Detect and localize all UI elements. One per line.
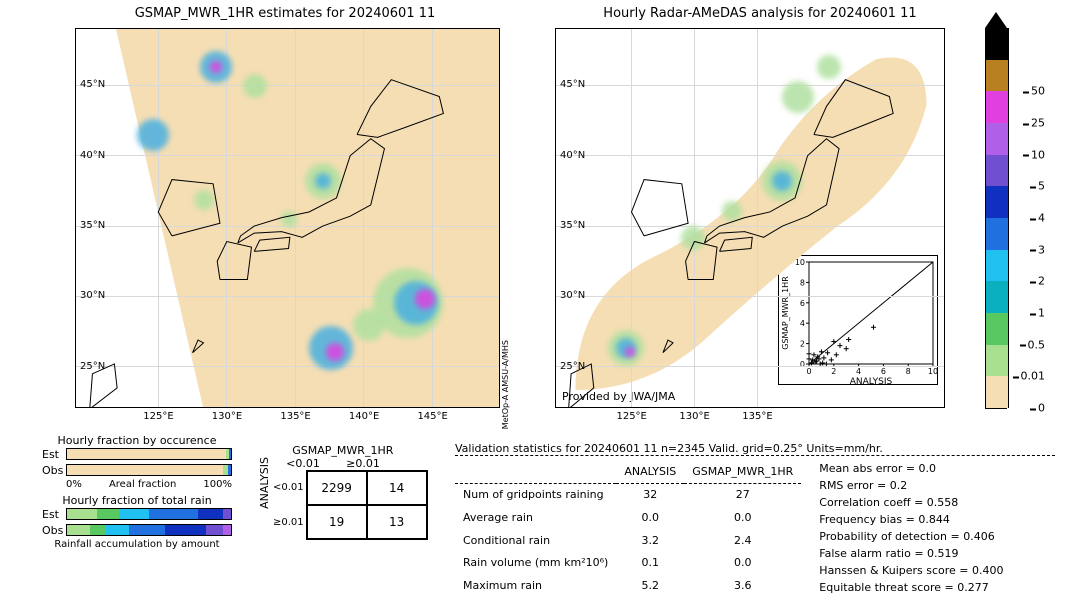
precip-patch (281, 211, 297, 227)
lat-tick: 30°N (560, 290, 585, 301)
left-map-title: GSMAP_MWR_1HR estimates for 20240601 11 (60, 6, 510, 21)
precip-patch (681, 226, 705, 250)
validation: Validation statistics for 20240601 11 n=… (455, 442, 1055, 596)
occurrence-right-pct: 100% (203, 479, 232, 490)
lat-tick: 25°N (80, 361, 105, 372)
left-map-sidenote: MetOp-A AMSU-A/MHS (502, 340, 510, 429)
precip-patch (243, 74, 267, 98)
validation-header: Validation statistics for 20240601 11 n=… (455, 442, 1055, 455)
validation-cell: 0.0 (684, 506, 801, 529)
colorbar-tick: 0.5 (1028, 338, 1046, 351)
validation-stat: Mean abs error = 0.0 (819, 460, 1003, 477)
validation-stats: Mean abs error = 0.0RMS error = 0.2Corre… (819, 460, 1003, 596)
precip-patch (817, 55, 841, 79)
lat-tick: 30°N (80, 290, 105, 301)
fraction-row: Est (42, 507, 232, 521)
colorbar-tick: 4 (1038, 212, 1045, 225)
fraction-row: Obs (42, 523, 232, 537)
validation-stat: Hanssen & Kuipers score = 0.400 (819, 562, 1003, 579)
v-col2: GSMAP_MWR_1HR (684, 460, 801, 483)
precip-patch (782, 81, 814, 113)
validation-stat: Equitable threat score = 0.277 (819, 579, 1003, 596)
validation-cell: Num of gridpoints raining (455, 483, 616, 506)
validation-cell: 27 (684, 483, 801, 506)
contingency-rowlabel: ANALYSIS (258, 457, 271, 539)
lat-tick: 40°N (560, 150, 585, 161)
hourly-occurrence: Hourly fraction by occurence Est Obs 0% A… (42, 434, 232, 550)
fraction-row: Obs (42, 463, 232, 477)
precip-patch (315, 173, 331, 189)
colorbar-tick: 2 (1038, 275, 1045, 288)
lon-tick-label: 135°E (280, 411, 310, 422)
validation-cell: Rain volume (mm km²10⁶) (455, 551, 616, 574)
lon-tick-label: 135°E (742, 411, 772, 422)
ct-cell-10: 19 (307, 505, 367, 539)
fraction-row: Est (42, 447, 232, 461)
lon-tick-label: 140°E (349, 411, 379, 422)
validation-cell: 3.2 (616, 529, 684, 552)
colorbar: 00.010.512345102550 (985, 28, 1007, 409)
validation-stat: Probability of detection = 0.406 (819, 528, 1003, 545)
lat-tick: 35°N (80, 220, 105, 231)
left-map: 125°E130°E135°E140°E145°E25°N30°N35°N40°… (75, 28, 500, 408)
v-col1: ANALYSIS (616, 460, 684, 483)
colorbar-tick: 3 (1038, 243, 1045, 256)
contingency: GSMAP_MWR_1HR ANALYSIS <0.01 ≥0.01 <0.01… (258, 444, 428, 540)
ct-col0: <0.01 (273, 457, 333, 470)
validation-stat: Frequency bias = 0.844 (819, 511, 1003, 528)
v-col0 (455, 460, 616, 483)
precip-patch (137, 119, 169, 151)
precip-patch (415, 289, 435, 309)
occurrence-title: Hourly fraction by occurence (42, 434, 232, 447)
ct-col1: ≥0.01 (333, 457, 393, 470)
validation-cell: 5.2 (616, 574, 684, 597)
validation-cell: 0.0 (616, 506, 684, 529)
lat-tick: 40°N (80, 150, 105, 161)
lon-tick-label: 125°E (616, 411, 646, 422)
colorbar-tick: 0 (1038, 402, 1045, 415)
validation-cell: 0.1 (616, 551, 684, 574)
colorbar-tick: 1 (1038, 307, 1045, 320)
lat-tick: 45°N (80, 79, 105, 90)
validation-cell: 3.6 (684, 574, 801, 597)
validation-stat: Correlation coeff = 0.558 (819, 494, 1003, 511)
colorbar-tick: 50 (1031, 85, 1045, 98)
contingency-title: GSMAP_MWR_1HR (258, 444, 428, 457)
validation-cell: 0.0 (684, 551, 801, 574)
precip-patch (722, 201, 742, 221)
lon-tick-label: 125°E (143, 411, 173, 422)
right-map: Provided by JWA/JMA 00224466881010ANALYS… (555, 28, 945, 408)
lon-tick-label: 130°E (679, 411, 709, 422)
occurrence-axis: Areal fraction (109, 479, 176, 490)
validation-cell: Conditional rain (455, 529, 616, 552)
right-map-title: Hourly Radar-AMeDAS analysis for 2024060… (550, 6, 970, 21)
ct-cell-00: 2299 (307, 471, 367, 505)
occurrence-left-pct: 0% (66, 479, 82, 490)
lat-tick: 25°N (560, 361, 585, 372)
colorbar-tick: 10 (1031, 148, 1045, 161)
ct-rowcat1: ≥0.01 (273, 506, 304, 540)
validation-table: ANALYSIS GSMAP_MWR_1HR Num of gridpoints… (455, 460, 801, 596)
ct-rowcat0: <0.01 (273, 471, 304, 505)
colorbar-tick: 25 (1031, 117, 1045, 130)
totalrain-title: Hourly fraction of total rain (42, 494, 232, 507)
lon-tick-label: 130°E (212, 411, 242, 422)
validation-cell: Average rain (455, 506, 616, 529)
lat-tick: 35°N (560, 220, 585, 231)
validation-cell: 2.4 (684, 529, 801, 552)
lon-tick-label: 145°E (417, 411, 447, 422)
colorbar-tick: 5 (1038, 180, 1045, 193)
precip-patch (194, 190, 214, 210)
ct-cell-11: 13 (367, 505, 427, 539)
colorbar-tick: 0.01 (1021, 370, 1046, 383)
lat-tick: 45°N (560, 79, 585, 90)
validation-cell: Maximum rain (455, 574, 616, 597)
validation-cell: 32 (616, 483, 684, 506)
validation-stat: False alarm ratio = 0.519 (819, 545, 1003, 562)
validation-stat: RMS error = 0.2 (819, 477, 1003, 494)
totalrain-footer: Rainfall accumulation by amount (42, 539, 232, 550)
ct-cell-01: 14 (367, 471, 427, 505)
